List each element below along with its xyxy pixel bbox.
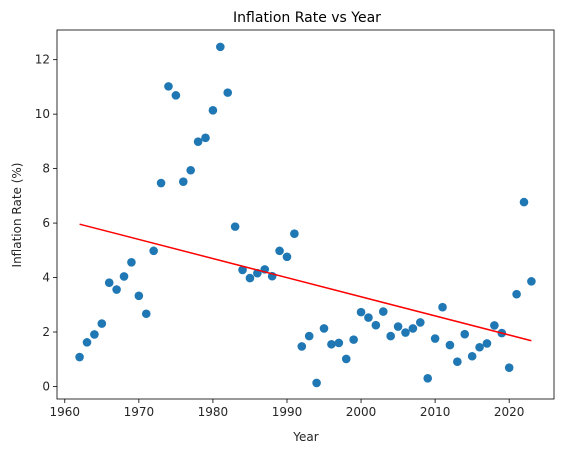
data-point: [327, 339, 336, 349]
trend-line: [79, 223, 532, 342]
data-point: [156, 178, 166, 188]
data-point: [230, 222, 240, 231]
x-tick-label: 1990: [272, 405, 303, 419]
data-point: [275, 246, 284, 256]
y-tick-label: 0: [42, 379, 50, 393]
data-point: [401, 328, 410, 337]
data-point: [141, 309, 151, 319]
data-point: [238, 265, 247, 275]
data-point: [104, 278, 114, 288]
data-point: [193, 137, 203, 146]
data-point: [512, 289, 521, 299]
data-point: [490, 321, 499, 330]
data-point: [290, 229, 299, 238]
data-point: [378, 307, 388, 316]
data-point: [90, 330, 99, 339]
data-point: [430, 334, 440, 343]
data-point: [119, 272, 129, 281]
x-tick-label: 2020: [494, 405, 525, 419]
data-point: [312, 378, 321, 388]
data-point: [416, 318, 425, 327]
data-point: [186, 165, 195, 175]
data-point: [445, 340, 455, 350]
data-point: [127, 257, 136, 267]
x-tick-label: 1970: [124, 405, 155, 419]
data-point: [408, 324, 418, 333]
x-axis: 1960 1970 1980 1990 2000 2010 2020: [50, 399, 525, 419]
data-point: [527, 277, 536, 286]
data-point: [386, 331, 395, 341]
plot-frame: [56, 29, 555, 400]
data-point: [149, 246, 158, 256]
data-point: [112, 285, 121, 294]
data-point: [467, 351, 477, 361]
data-point: [75, 352, 84, 362]
data-point: [208, 106, 218, 115]
data-point: [282, 252, 292, 262]
y-tick-label: 4: [42, 271, 50, 285]
plot-area: [56, 29, 555, 400]
data-point: [519, 197, 529, 207]
data-point: [504, 363, 514, 372]
data-point: [223, 88, 233, 97]
y-tick-label: 10: [35, 107, 50, 121]
data-point: [475, 342, 484, 352]
x-axis-title: Year: [292, 430, 318, 444]
y-tick-label: 12: [35, 53, 50, 67]
data-point: [438, 302, 447, 312]
data-point: [178, 177, 188, 186]
data-point: [97, 319, 107, 328]
data-point: [216, 42, 225, 52]
data-point: [453, 357, 462, 366]
y-tick-label: 2: [42, 325, 50, 339]
data-point: [393, 322, 403, 331]
y-axis: 0 2 4 6 8 10 12: [35, 53, 57, 393]
data-point: [245, 273, 255, 283]
data-point: [297, 342, 307, 351]
data-point: [356, 307, 366, 317]
x-tick-label: 2000: [346, 405, 377, 419]
data-point: [82, 338, 92, 347]
y-axis-title: Inflation Rate (%): [10, 163, 24, 268]
data-point: [460, 329, 470, 339]
data-point: [371, 320, 381, 330]
x-tick-label: 1960: [50, 405, 81, 419]
data-point: [304, 331, 314, 341]
data-point: [423, 374, 433, 383]
data-point: [364, 313, 373, 322]
data-point: [171, 91, 181, 100]
data-point: [164, 82, 173, 91]
data-point: [319, 324, 329, 333]
x-tick-label: 2010: [420, 405, 451, 419]
x-tick-label: 1980: [198, 405, 229, 419]
data-point: [341, 354, 351, 364]
data-point: [201, 133, 210, 143]
y-tick-label: 8: [42, 162, 50, 176]
data-point: [334, 338, 344, 348]
data-point: [349, 335, 358, 344]
data-point: [482, 339, 492, 348]
chart-title: Inflation Rate vs Year: [233, 10, 381, 26]
y-tick-label: 6: [42, 216, 50, 230]
data-point: [134, 291, 144, 301]
